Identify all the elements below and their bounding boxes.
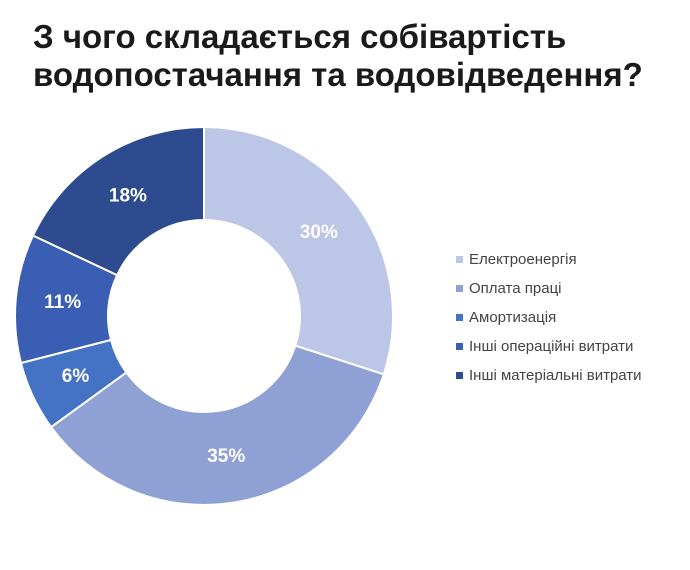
chart-title-line-1: З чого складається собівартість xyxy=(33,18,567,55)
legend-label: Електроенергія xyxy=(469,251,577,268)
legend-label: Інші матеріальні витрати xyxy=(469,367,642,384)
legend-item-electricity: Електроенергія xyxy=(456,245,642,274)
legend-swatch xyxy=(456,372,463,379)
chart-title: З чого складається собівартість водопост… xyxy=(33,18,673,94)
legend-item-other-operating: Інші операційні витрати xyxy=(456,332,642,361)
slice-label-other-material: 18% xyxy=(109,186,147,207)
slice-label-other-operating: 11% xyxy=(44,292,81,313)
legend-item-other-material: Інші матеріальні витрати xyxy=(456,361,642,390)
slice-electricity xyxy=(203,125,394,376)
slice-label-labor: 35% xyxy=(207,446,245,467)
slice-labor xyxy=(49,344,386,506)
legend: Електроенергія Оплата праці Амортизація … xyxy=(456,245,642,390)
legend-label: Оплата праці xyxy=(469,280,562,297)
slice-label-depreciation: 6% xyxy=(62,366,90,387)
legend-item-depreciation: Амортизація xyxy=(456,303,642,332)
chart-title-line-2: водопостачання та водовідведення? xyxy=(33,56,643,93)
legend-label: Амортизація xyxy=(469,309,557,326)
slice-label-electricity: 30% xyxy=(300,222,338,243)
legend-swatch xyxy=(456,285,463,292)
legend-item-labor: Оплата праці xyxy=(456,274,642,303)
legend-swatch xyxy=(456,314,463,321)
legend-label: Інші операційні витрати xyxy=(469,338,634,355)
legend-swatch xyxy=(456,343,463,350)
slice-other-material xyxy=(31,125,205,277)
legend-swatch xyxy=(456,256,463,263)
